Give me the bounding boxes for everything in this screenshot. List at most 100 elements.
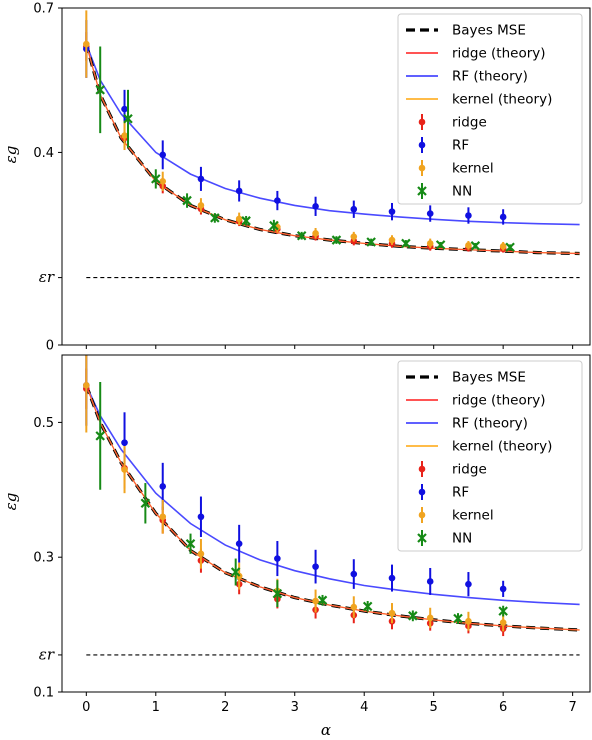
x-tick-label: 2 bbox=[221, 700, 229, 715]
legend-marker bbox=[418, 118, 426, 126]
kernel-point bbox=[388, 609, 396, 617]
nn-point bbox=[401, 238, 411, 249]
y-tick-label: 0.5 bbox=[33, 416, 54, 431]
nn-point bbox=[435, 240, 446, 250]
legend-label: Bayes MSE bbox=[452, 370, 526, 386]
rf-point bbox=[159, 483, 167, 490]
nn-point bbox=[453, 613, 463, 624]
legend-label: ridge bbox=[452, 462, 487, 478]
x-axis-label: α bbox=[321, 721, 331, 739]
nn-point bbox=[362, 601, 373, 612]
kernel-point bbox=[499, 619, 507, 626]
nn-point bbox=[95, 431, 105, 441]
y-tick-label: εr bbox=[39, 645, 55, 663]
legend-label: kernel bbox=[452, 508, 494, 524]
legend-marker bbox=[418, 164, 426, 172]
nn-point bbox=[230, 567, 241, 577]
kernel-point bbox=[312, 597, 319, 605]
x-tick-label: 5 bbox=[430, 700, 438, 715]
kernel-point bbox=[312, 230, 319, 237]
rf-point bbox=[274, 555, 281, 562]
legend-label: NN bbox=[452, 184, 472, 200]
nn-point bbox=[123, 113, 133, 124]
nn-point bbox=[408, 611, 418, 621]
nn-point bbox=[296, 230, 307, 241]
panel-frame bbox=[61, 7, 591, 346]
rf-point bbox=[312, 203, 319, 210]
rf-point bbox=[159, 151, 167, 159]
kernel-point bbox=[197, 550, 205, 558]
kernel-point bbox=[465, 617, 472, 625]
rf-point bbox=[499, 585, 507, 593]
kernel-point bbox=[426, 240, 434, 247]
panel-top: 0.7 0.4 0 εr εg Bayes MSE ridge (theory) RF (th… bbox=[2, 2, 591, 354]
rf-point bbox=[350, 570, 358, 578]
x-tick-label: 6 bbox=[499, 700, 507, 715]
nn-point bbox=[151, 174, 161, 184]
legend-label: kernel bbox=[452, 161, 494, 177]
y-tick-label: 0.3 bbox=[33, 551, 54, 566]
legend-label: ridge bbox=[452, 115, 487, 131]
nn-point bbox=[241, 216, 251, 226]
y-tick-label: εr bbox=[39, 268, 55, 286]
legend-label: RF bbox=[452, 485, 469, 501]
y-tick-label: 0.7 bbox=[33, 2, 54, 17]
kernel-point bbox=[426, 614, 434, 622]
rf-point bbox=[388, 574, 396, 582]
legend-box bbox=[397, 360, 583, 552]
panel-frame bbox=[61, 354, 591, 693]
kernel-point bbox=[388, 236, 396, 244]
panel-bottom: 0.5 0.3 0.1 εr 0 1 2 3 4 5 6 7 εg α Bayes MSE ridge (th… bbox=[2, 354, 591, 739]
legend-label: RF (theory) bbox=[452, 416, 528, 432]
kernel-point bbox=[350, 603, 358, 611]
rf-point bbox=[197, 175, 205, 183]
legend-marker bbox=[418, 511, 426, 519]
rf-theory-line bbox=[85, 43, 580, 226]
ridge-theory-line bbox=[85, 43, 580, 254]
nn-point bbox=[470, 241, 481, 251]
x-tick-label: 7 bbox=[568, 700, 576, 715]
nn-point bbox=[505, 242, 515, 253]
x-tick-label: 1 bbox=[152, 700, 160, 715]
rf-point bbox=[312, 563, 319, 570]
legend-label: NN bbox=[452, 531, 472, 547]
kernel-point bbox=[159, 513, 167, 521]
ridge-theory-line bbox=[85, 385, 580, 631]
rf-point bbox=[274, 197, 281, 204]
legend-label: RF (theory) bbox=[452, 69, 528, 85]
kernel-point bbox=[159, 178, 167, 185]
x-tick-label: 3 bbox=[291, 700, 299, 715]
legend-label: ridge (theory) bbox=[452, 393, 546, 409]
rf-point bbox=[499, 213, 507, 221]
nn-point bbox=[185, 538, 196, 549]
y-tick-label: 0.1 bbox=[33, 686, 54, 701]
plot-area bbox=[83, 10, 580, 279]
rf-point bbox=[121, 105, 128, 113]
x-tick-label: 4 bbox=[360, 700, 368, 715]
legend-label: kernel (theory) bbox=[452, 92, 552, 108]
legend-label: RF bbox=[452, 138, 469, 154]
y-tick-label: 0 bbox=[46, 339, 54, 354]
nn-point bbox=[95, 85, 105, 95]
kernel-point bbox=[235, 215, 243, 223]
nn-point bbox=[269, 220, 279, 231]
nn-point bbox=[366, 237, 376, 247]
rf-point bbox=[350, 205, 358, 213]
nn-point bbox=[498, 606, 508, 616]
kernel-point bbox=[350, 233, 358, 240]
legend-marker bbox=[418, 141, 426, 149]
rf-point bbox=[388, 208, 396, 215]
nn-point bbox=[272, 588, 283, 599]
rf-point bbox=[121, 439, 128, 446]
y-tick-label: 0.4 bbox=[33, 146, 54, 161]
kernel-point bbox=[83, 382, 90, 389]
rf-point bbox=[465, 212, 472, 219]
x-tick-label: 0 bbox=[82, 700, 90, 715]
rf-point bbox=[197, 513, 205, 521]
legend-marker bbox=[418, 465, 426, 473]
y-axis-label: εg bbox=[2, 146, 20, 164]
kernel-point bbox=[197, 202, 205, 209]
kernel-point bbox=[465, 242, 472, 249]
legend-marker bbox=[418, 488, 426, 496]
